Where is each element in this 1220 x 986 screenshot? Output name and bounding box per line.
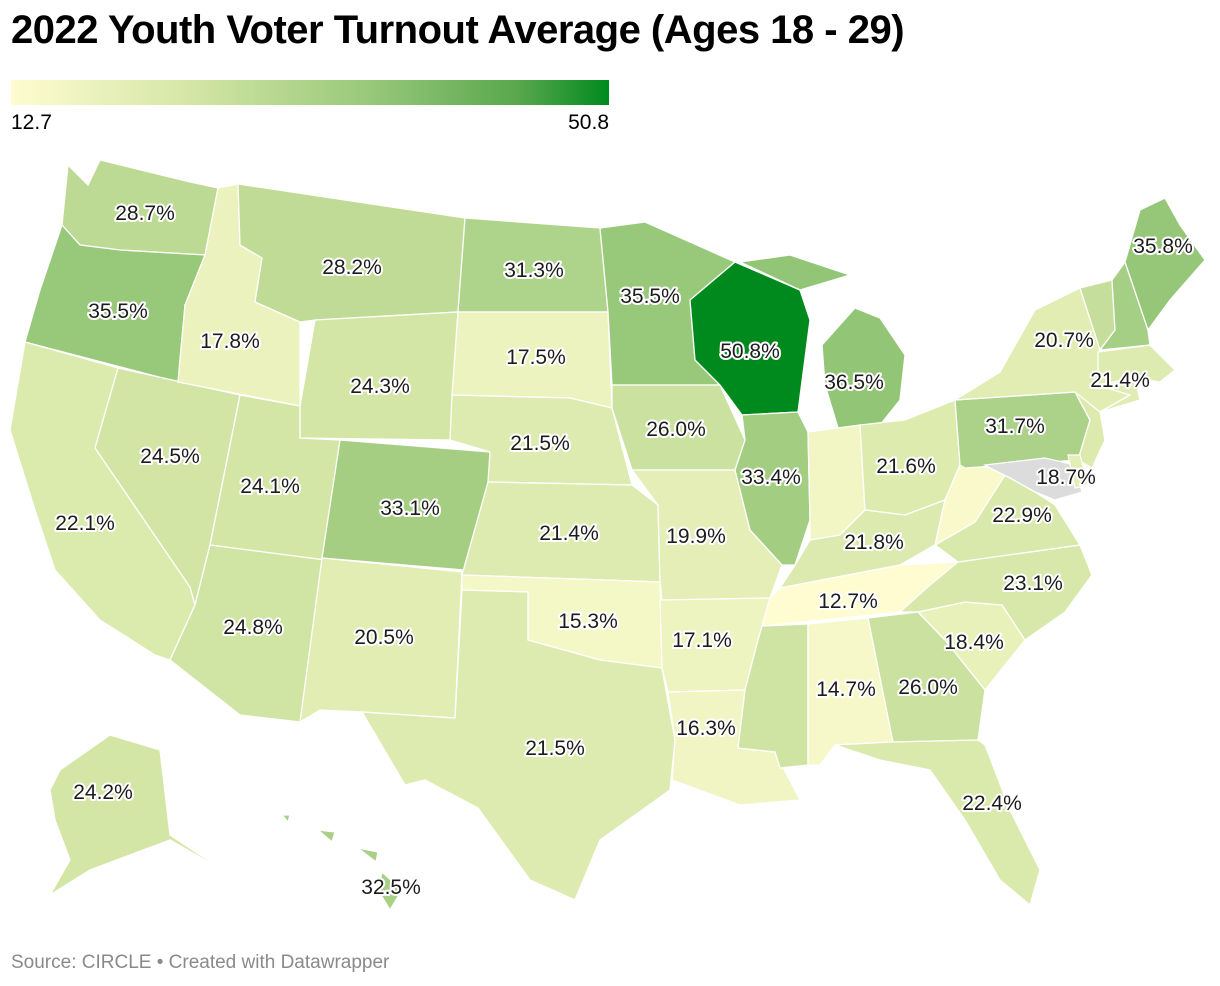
state-mi[interactable]: [737, 254, 906, 429]
state-label-sd: 17.5%: [506, 346, 566, 369]
state-nc[interactable]: [898, 544, 1093, 641]
state-ak[interactable]: [49, 734, 241, 896]
state-label-tx: 21.5%: [525, 737, 585, 760]
state-label-wa: 28.7%: [115, 202, 175, 225]
state-label-ak: 24.2%: [73, 781, 133, 804]
state-label-tn: 12.7%: [818, 590, 878, 613]
color-legend: 12.7 50.8: [11, 80, 609, 134]
state-label-ar: 17.1%: [672, 629, 732, 652]
state-hi[interactable]: [280, 814, 403, 912]
state-label-il: 33.4%: [741, 466, 801, 489]
state-label-la: 16.3%: [676, 717, 736, 740]
source-footer: Source: CIRCLE • Created with Datawrappe…: [11, 952, 390, 973]
state-label-ma: 21.4%: [1090, 369, 1150, 392]
state-wy[interactable]: [299, 311, 459, 441]
state-label-mo: 19.9%: [666, 525, 726, 548]
state-label-nm: 20.5%: [354, 626, 414, 649]
state-label-sc: 18.4%: [944, 631, 1004, 654]
state-label-ga: 26.0%: [898, 676, 958, 699]
state-label-fl: 22.4%: [962, 792, 1022, 815]
state-il[interactable]: [734, 411, 811, 566]
states-layer: [9, 159, 1206, 912]
state-label-pa: 31.7%: [985, 415, 1045, 438]
state-label-me: 35.8%: [1133, 235, 1193, 258]
state-label-id: 17.8%: [200, 330, 260, 353]
state-label-or: 35.5%: [88, 300, 148, 323]
state-label-az: 24.8%: [223, 616, 283, 639]
state-label-ky: 21.8%: [844, 531, 904, 554]
state-label-nd: 31.3%: [504, 259, 564, 282]
state-label-nv: 24.5%: [140, 445, 200, 468]
state-label-hi: 32.5%: [361, 876, 421, 899]
state-label-oh: 21.6%: [876, 455, 936, 478]
state-label-ia: 26.0%: [646, 418, 706, 441]
state-label-ca: 22.1%: [55, 512, 115, 535]
state-label-wy: 24.3%: [350, 375, 410, 398]
state-label-md: 18.7%: [1036, 466, 1096, 489]
us-choropleth-map: 28.7% 35.5% 22.1% 24.5% 17.8% 28.2% 24.3% 24.1%…: [9, 159, 1206, 912]
state-label-ut: 24.1%: [240, 475, 300, 498]
state-mt[interactable]: [237, 183, 466, 323]
state-label-ok: 15.3%: [558, 610, 618, 633]
state-label-mi: 36.5%: [824, 371, 884, 394]
state-label-al: 14.7%: [816, 678, 876, 701]
state-label-nc: 23.1%: [1003, 572, 1063, 595]
legend-max-label: 50.8: [568, 111, 609, 134]
state-fl[interactable]: [834, 739, 1041, 907]
state-labels-layer: 28.7% 35.5% 22.1% 24.5% 17.8% 28.2% 24.3% 24.1%…: [53, 200, 1195, 901]
state-label-mt: 28.2%: [322, 256, 382, 279]
state-label-ks: 21.4%: [539, 522, 599, 545]
state-tx[interactable]: [360, 589, 676, 901]
state-label-va: 22.9%: [992, 504, 1052, 527]
legend-gradient-bar: [11, 80, 609, 105]
state-label-ny: 20.7%: [1034, 329, 1094, 352]
state-de[interactable]: [1067, 454, 1089, 489]
state-me[interactable]: [1124, 197, 1206, 332]
legend-min-label: 12.7: [11, 111, 52, 134]
state-label-wi: 50.8%: [720, 340, 780, 363]
state-label-mn: 35.5%: [620, 285, 680, 308]
state-md[interactable]: [983, 457, 1083, 501]
state-label-ne: 21.5%: [510, 432, 570, 455]
chart-title: 2022 Youth Voter Turnout Average (Ages 1…: [11, 8, 905, 52]
state-label-co: 33.1%: [380, 497, 440, 520]
